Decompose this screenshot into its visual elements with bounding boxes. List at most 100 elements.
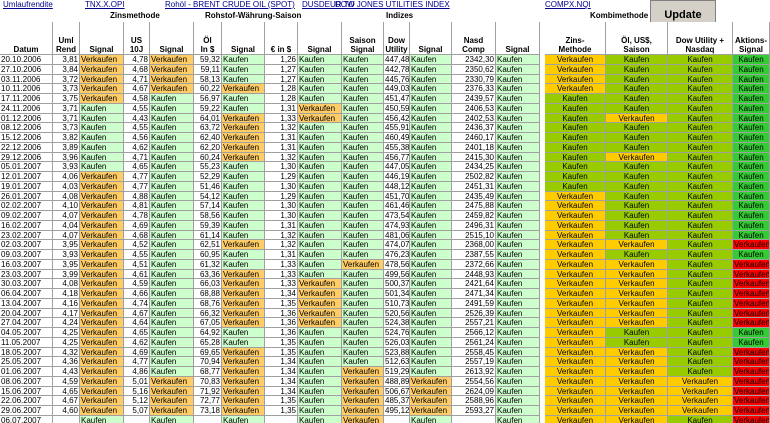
value-cell: 4,43 [53,367,80,377]
signal-cell: Verkaufen [342,406,384,416]
signal-cell: Kaufen [733,230,770,241]
signal-cell: Verkaufen [80,328,124,338]
signal-cell: Kaufen [410,172,452,182]
signal-cell: Kaufen [150,211,194,221]
signal-cell: Kaufen [496,55,540,65]
value-cell: 4,86 [124,367,150,377]
value-cell: 4,65 [124,328,150,338]
signal-cell: Kaufen [496,367,540,377]
value-cell: 4,61 [124,269,150,280]
link[interactable]: DOW JONES UTILITIES INDEX [335,0,450,9]
value-cell: 473,54 [384,211,410,221]
signal-cell: Verkaufen [150,55,194,65]
signal-cell: Kaufen [545,94,606,104]
signal-cell: Verkaufen [222,347,265,358]
signal-cell: Kaufen [668,269,733,280]
signal-cell: Kaufen [496,201,540,211]
signal-cell: Verkaufen [733,318,770,328]
signal-cell: Verkaufen [606,386,668,397]
signal-cell: Verkaufen [222,84,265,94]
signal-cell: Kaufen [298,230,342,241]
signal-cell: Kaufen [342,191,384,202]
signal-cell: Kaufen [298,152,342,163]
date-cell: 20.10.2006 [0,55,53,65]
value-cell: 2496,31 [452,220,496,231]
signal-cell: Verkaufen [545,191,606,202]
column-header: Zins- Methode [545,22,606,55]
value-cell: 1,30 [265,201,298,211]
value-cell: 4,51 [124,259,150,270]
column-header: Saison Signal [342,22,384,55]
value-cell: 4,81 [124,201,150,211]
signal-cell: Verkaufen [150,74,194,85]
signal-cell: Verkaufen [606,259,668,270]
signal-cell: Kaufen [668,152,733,163]
value-cell: 451,70 [384,191,410,202]
column-header: Signal [150,22,194,55]
value-cell: 54,12 [194,191,222,202]
signal-cell: Kaufen [410,328,452,338]
signal-cell: Verkaufen [222,298,265,309]
signal-cell: Kaufen [668,181,733,192]
signal-cell: Kaufen [342,298,384,309]
signal-cell: Verkaufen [222,289,265,299]
value-cell: 2342,30 [452,55,496,65]
value-cell: 4,55 [124,103,150,114]
value-cell [124,415,150,423]
value-cell: 1,34 [265,357,298,367]
signal-cell: Kaufen [496,103,540,114]
value-cell: 2459,82 [452,211,496,221]
value-cell: 2401,18 [452,142,496,153]
link[interactable]: DUSDEUR.TO [302,0,355,9]
value-cell: 445,76 [384,74,410,85]
date-cell: 18.05.2007 [0,347,53,358]
signal-cell: Verkaufen [80,308,124,319]
signal-cell: Kaufen [606,84,668,94]
value-cell: 4,74 [124,298,150,309]
signal-cell: Kaufen [222,250,265,260]
link[interactable]: COMPX.NQI [545,0,591,9]
signal-cell: Verkaufen [733,386,770,397]
signal-cell: Kaufen [496,94,540,104]
value-cell: 1,32 [265,240,298,250]
signal-cell: Verkaufen [80,74,124,85]
value-cell: 4,56 [124,133,150,143]
signal-cell: Kaufen [222,162,265,172]
signal-cell: Verkaufen [80,386,124,397]
signal-cell: Kaufen [342,133,384,143]
value-cell: 447,48 [384,55,410,65]
column-header: Uml Rend [53,22,80,55]
signal-cell: Kaufen [496,279,540,289]
signal-cell: Verkaufen [222,318,265,328]
link[interactable]: Rohöl - BRENT CRUDE OIL (SPOT) [165,0,295,9]
signal-cell: Kaufen [410,220,452,231]
signal-cell: Verkaufen [298,279,342,289]
signal-cell: Kaufen [668,298,733,309]
signal-cell: Verkaufen [606,415,668,423]
value-cell: 4,04 [53,220,80,231]
column-header: Dow Utility + Nasdaq [668,22,733,55]
signal-cell: Kaufen [150,328,194,338]
value-cell: 62,51 [194,240,222,250]
signal-cell: Kaufen [222,201,265,211]
column-header: Dow Utility [384,22,410,55]
signal-cell: Verkaufen [606,240,668,250]
link[interactable]: TNX.X.OPI [85,0,125,9]
value-cell: 2406,53 [452,103,496,114]
value-cell: 62,40 [194,133,222,143]
group-header: Kombimethode [590,11,649,20]
signal-cell: Kaufen [150,220,194,231]
signal-cell: Kaufen [342,84,384,94]
signal-cell: Kaufen [298,357,342,367]
value-cell: 2475,88 [452,201,496,211]
signal-cell: Kaufen [150,172,194,182]
signal-cell: Verkaufen [545,289,606,299]
signal-cell: Verkaufen [298,318,342,328]
signal-cell: Verkaufen [80,337,124,348]
value-cell: 59,32 [194,55,222,65]
signal-cell: Kaufen [496,347,540,358]
signal-cell: Verkaufen [298,113,342,124]
link[interactable]: Umlaufrendite [3,0,53,9]
signal-cell: Kaufen [496,328,540,338]
value-cell: 1,30 [265,211,298,221]
